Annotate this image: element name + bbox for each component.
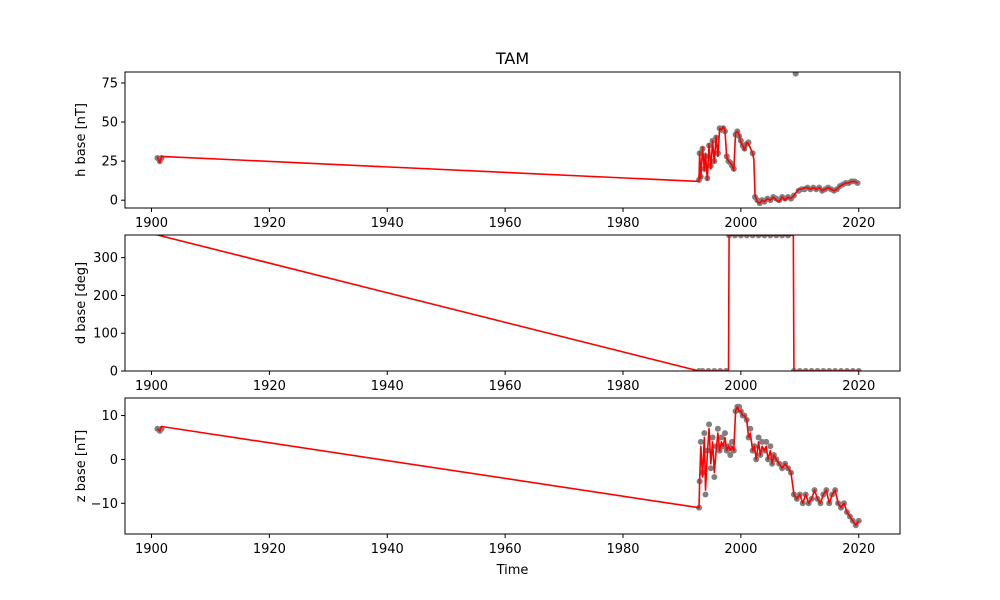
y-axis-label: d base [deg] — [74, 262, 89, 344]
plot-area — [154, 403, 862, 529]
x-tick-label: 2000 — [724, 216, 757, 231]
data-point — [702, 491, 709, 498]
x-tick-label: 2000 — [724, 542, 757, 557]
panel-2: 1900 1920 1940 1960 1980 2000 2020 0 100 200 300 d … — [74, 234, 901, 394]
x-tick-label: 1900 — [135, 542, 168, 557]
x-tick-label: 1980 — [606, 542, 639, 557]
data-point — [721, 430, 728, 437]
y-tick-label: 0 — [110, 453, 118, 468]
data-point — [709, 434, 716, 441]
data-point — [747, 425, 754, 432]
y-tick-label: 0 — [110, 194, 118, 209]
y-tick-label: 25 — [101, 155, 118, 170]
data-point — [706, 421, 713, 428]
x-tick-label: 1920 — [253, 216, 286, 231]
y-tick-label: 10 — [101, 409, 118, 424]
y-axis-label: h base [nT] — [74, 103, 89, 177]
y-axis-label: z base [nT] — [74, 430, 89, 502]
x-tick-label: 1920 — [253, 542, 286, 557]
data-point — [755, 434, 762, 441]
x-tick-label: 1960 — [489, 542, 522, 557]
panel-3: 1900 1920 1940 1960 1980 2000 2020 −10 0 10 z base… — [74, 397, 901, 578]
y-tick-label: 300 — [93, 251, 118, 266]
x-tick-label: 1900 — [135, 379, 168, 394]
series-line — [156, 405, 860, 527]
y-tick-label: 200 — [93, 289, 118, 304]
x-tick-label: 1960 — [489, 379, 522, 394]
axes-frame — [124, 397, 901, 535]
x-tick-label: 2020 — [842, 379, 875, 394]
data-point — [727, 452, 734, 459]
y-tick-label: 75 — [101, 76, 118, 91]
y-tick-label: 50 — [101, 116, 118, 131]
data-point — [792, 72, 799, 77]
chart-title: TAM — [495, 49, 529, 68]
x-axis-label: Time — [496, 563, 529, 578]
x-tick-label: 1980 — [606, 216, 639, 231]
y-tick-label: −10 — [91, 497, 118, 512]
x-tick-label: 2000 — [724, 379, 757, 394]
x-tick-label: 2020 — [842, 216, 875, 231]
panel-1: 1900 1920 1940 1960 1980 2000 2020 0 25 50 75 h bas… — [74, 71, 901, 231]
data-point — [767, 443, 774, 450]
x-tick-label: 2020 — [842, 542, 875, 557]
data-point — [759, 438, 766, 445]
x-tick-label: 1940 — [371, 379, 404, 394]
axes-frame — [124, 71, 901, 209]
x-tick-label: 1900 — [135, 216, 168, 231]
data-point — [763, 438, 770, 445]
axes-frame — [124, 234, 901, 372]
x-tick-label: 1940 — [371, 542, 404, 557]
x-tick-label: 1920 — [253, 379, 286, 394]
x-tick-label: 1960 — [489, 216, 522, 231]
y-tick-label: 0 — [110, 365, 118, 380]
data-point — [711, 473, 718, 480]
data-point — [707, 465, 714, 472]
x-tick-label: 1940 — [371, 216, 404, 231]
series-line — [156, 125, 858, 205]
data-point — [714, 425, 721, 432]
x-tick-label: 1980 — [606, 379, 639, 394]
data-point — [718, 434, 725, 441]
data-point — [701, 430, 708, 437]
y-tick-label: 100 — [93, 327, 118, 342]
data-point — [697, 438, 704, 445]
plot-area — [154, 72, 861, 207]
